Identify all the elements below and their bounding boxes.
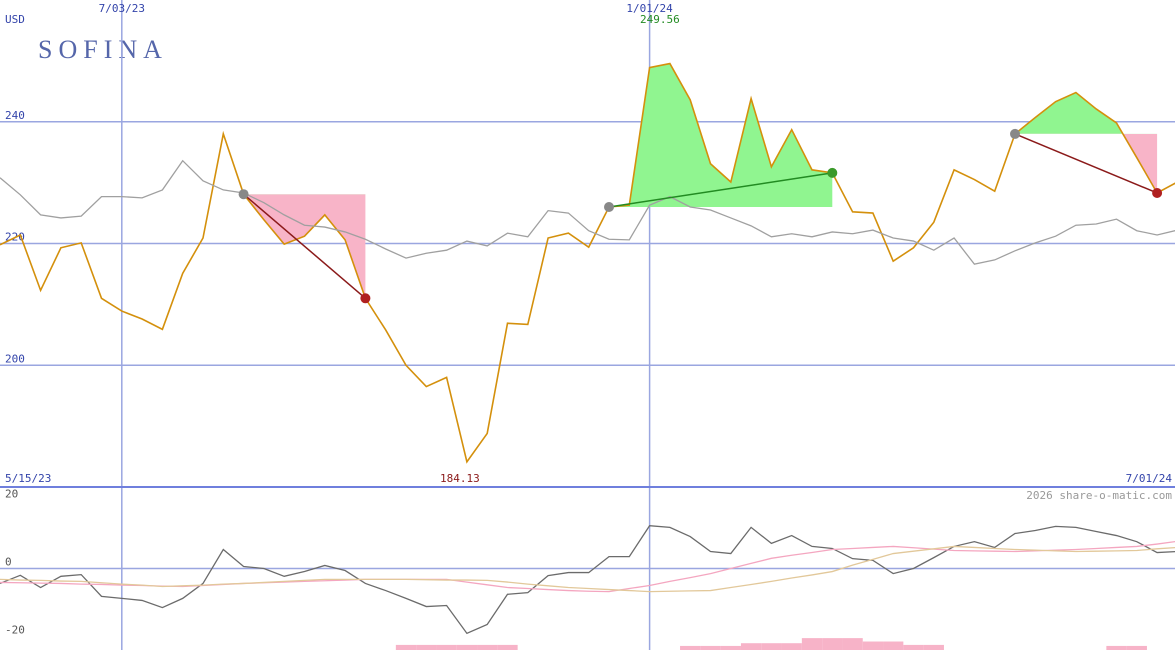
start-date: 5/15/23 — [5, 472, 51, 485]
trade-line — [243, 193, 366, 299]
x-tick-label: 1/01/24 — [626, 2, 673, 15]
y-tick-label: 0 — [5, 556, 12, 569]
y-tick-label: 240 — [5, 109, 25, 122]
histogram-bar — [456, 644, 478, 650]
series-line — [0, 545, 1175, 593]
trade-line — [1014, 133, 1158, 194]
trade-exit — [827, 167, 838, 178]
trade-area — [1015, 133, 1158, 193]
histogram-bar — [720, 645, 741, 650]
histogram-bar — [781, 643, 802, 650]
series-line — [0, 62, 1175, 464]
series-line — [0, 159, 1175, 265]
histogram-bar — [822, 638, 843, 650]
x-tick-label: 7/03/23 — [99, 2, 145, 15]
histogram-bar — [740, 643, 762, 650]
histogram-bar — [436, 644, 457, 650]
y-tick-label: 20 — [5, 488, 18, 501]
trade-exit — [1152, 187, 1163, 198]
histogram-bar — [761, 643, 782, 650]
unit-label: USD — [5, 13, 25, 26]
trade-line — [608, 172, 833, 208]
high-label: 249.56 — [640, 13, 680, 26]
chart-title: SOFINA — [38, 35, 168, 64]
histogram-bar — [1126, 645, 1147, 650]
histogram-bar — [680, 645, 701, 650]
histogram-bar — [801, 638, 823, 650]
trade-entry — [1010, 128, 1020, 139]
histogram-bar — [842, 638, 863, 650]
trade-area — [609, 63, 833, 207]
histogram-bar — [416, 644, 437, 650]
histogram-bar — [395, 644, 417, 650]
histogram-bar — [923, 644, 944, 650]
histogram-bar — [1106, 645, 1127, 650]
histogram-bar — [700, 645, 721, 650]
end-date: 7/01/24 — [1126, 472, 1173, 485]
histogram-bar — [477, 644, 498, 650]
y-tick-label: 200 — [5, 352, 25, 365]
low-label: 184.13 — [440, 472, 480, 485]
histogram-bar — [862, 641, 884, 650]
histogram-bar — [903, 644, 924, 650]
trade-entry — [238, 189, 249, 200]
trade-entry — [604, 201, 614, 212]
series-line — [0, 525, 1175, 635]
trade-exit — [360, 293, 371, 304]
watermark: 2026 share-o-matic.com — [1026, 489, 1172, 502]
histogram-bar — [497, 644, 518, 650]
y-tick-label: -20 — [5, 623, 25, 636]
histogram-bar — [883, 641, 904, 650]
trade-area — [1015, 92, 1158, 134]
